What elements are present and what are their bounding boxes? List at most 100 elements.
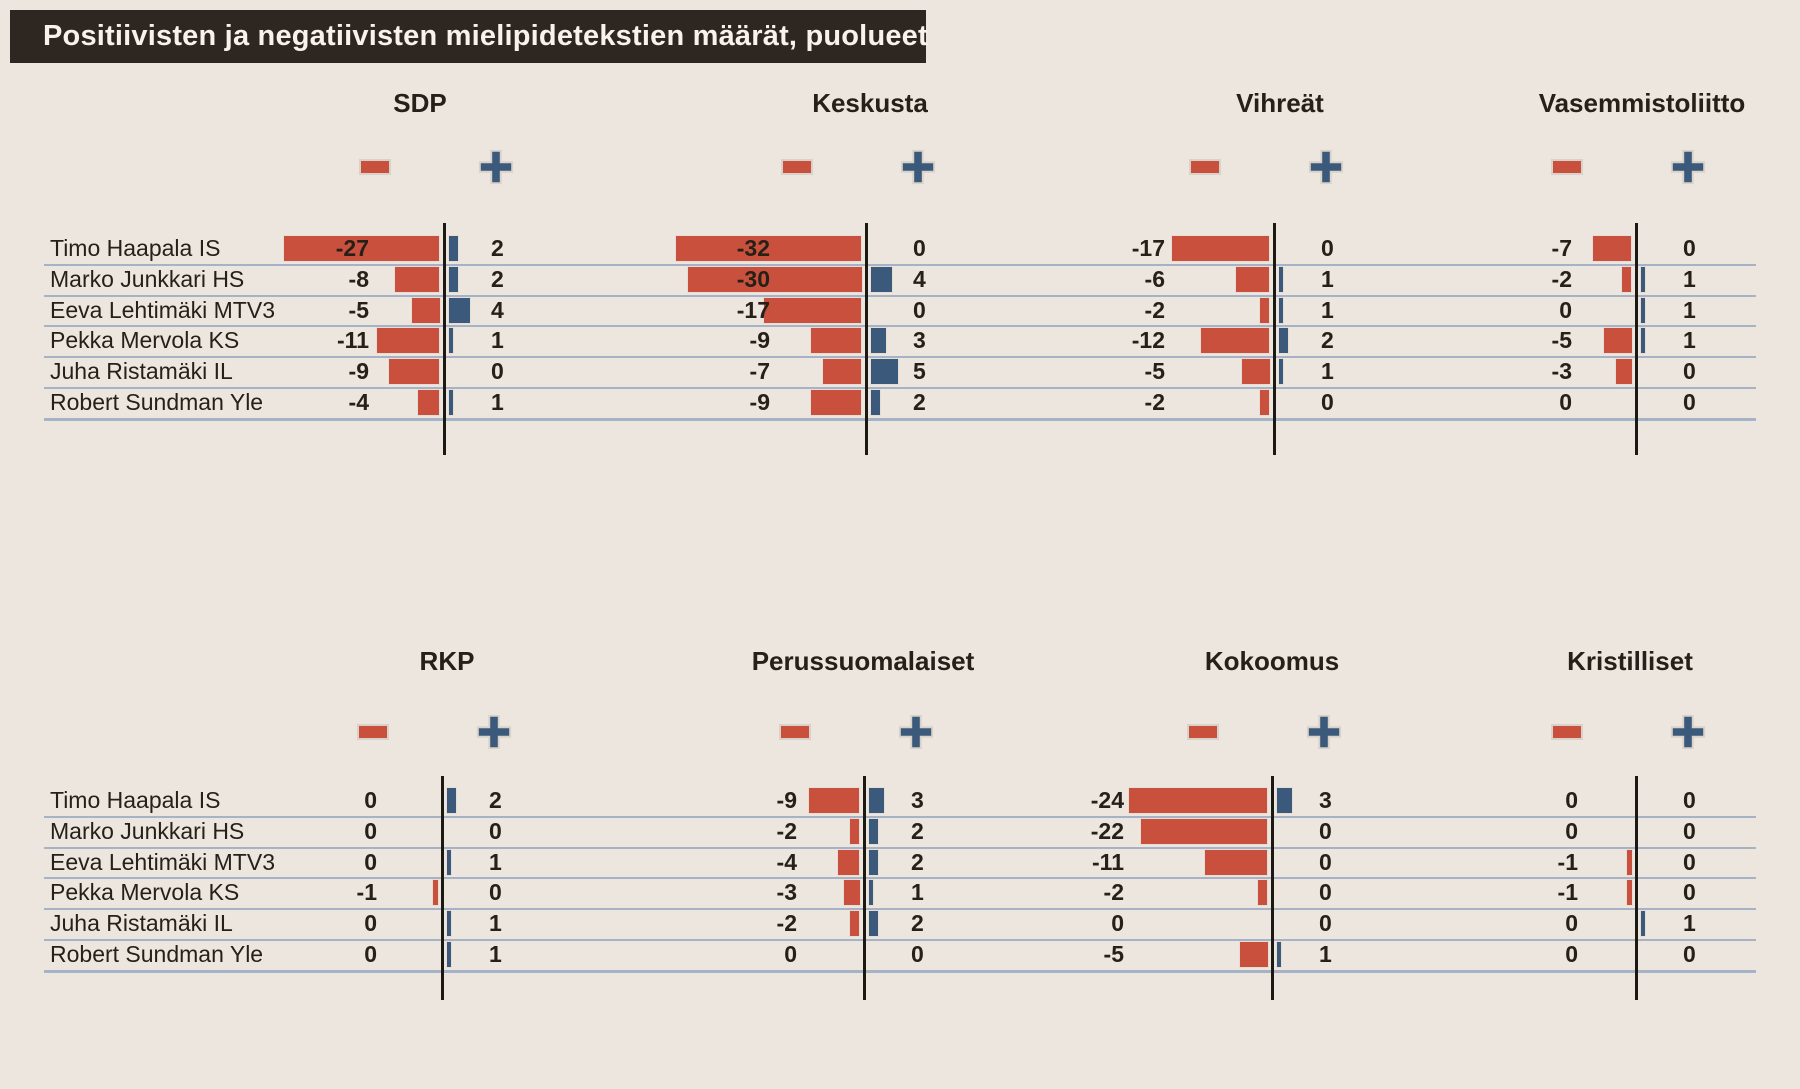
positive-bar: [1275, 941, 1282, 968]
negative-value-label: -2: [1144, 389, 1165, 415]
positive-value-label: 0: [1319, 817, 1332, 844]
negative-bar: [1241, 358, 1271, 386]
journalist-label: Eeva Lehtimäki MTV3: [50, 296, 275, 323]
negative-bar: [411, 296, 441, 324]
gridline: [44, 846, 1756, 849]
negative-value-label: -2: [1103, 879, 1124, 906]
gridline: [44, 877, 1756, 880]
negative-bar: [387, 358, 441, 386]
journalist-label: Robert Sundman Yle: [50, 389, 264, 415]
minus-icon: [781, 159, 813, 175]
party-title: Keskusta: [812, 88, 928, 118]
positive-value-label: 0: [1683, 235, 1696, 261]
negative-value-label: -5: [348, 296, 369, 323]
negative-bar: [1626, 879, 1633, 907]
positive-value-label: 1: [1321, 296, 1334, 323]
negative-value-label: 0: [784, 941, 797, 967]
negative-bar: [837, 848, 861, 876]
negative-value-label: 0: [1559, 389, 1572, 415]
plus-icon: [1669, 713, 1707, 751]
positive-bar: [445, 941, 452, 968]
positive-value-label: 2: [911, 817, 924, 844]
positive-value-label: 1: [491, 389, 504, 415]
positive-value-label: 3: [1319, 787, 1332, 813]
negative-value-label: -4: [776, 848, 797, 875]
negative-value-label: -2: [1551, 265, 1572, 292]
positive-bar: [867, 787, 885, 814]
positive-bar: [869, 358, 899, 386]
minus-icon: [779, 724, 811, 740]
negative-value-label: -2: [776, 910, 797, 937]
negative-bar: [1603, 327, 1633, 355]
negative-bar: [1139, 817, 1269, 845]
negative-bar: [809, 327, 863, 355]
positive-value-label: 1: [1321, 265, 1334, 292]
positive-value-label: 0: [489, 879, 502, 906]
negative-bar: [843, 879, 861, 907]
negative-value-label: 0: [364, 910, 377, 937]
party-title: RKP: [419, 646, 475, 676]
negative-bar: [1239, 941, 1269, 968]
negative-value-label: -9: [348, 358, 369, 385]
negative-value-label: -24: [1090, 787, 1124, 813]
positive-bar: [447, 327, 454, 355]
negative-bar: [1171, 235, 1271, 262]
positive-bar: [1639, 327, 1646, 355]
journalist-label: Timo Haapala IS: [50, 235, 221, 261]
positive-bar: [869, 265, 893, 293]
minus-icon: [1551, 159, 1583, 175]
negative-value-label: -5: [1144, 358, 1165, 385]
negative-value-label: -17: [736, 296, 770, 323]
positive-value-label: 1: [1683, 296, 1696, 323]
negative-bar: [1258, 389, 1271, 416]
negative-value-label: -17: [1131, 235, 1165, 261]
positive-bar: [447, 389, 454, 416]
journalist-label: Juha Ristamäki IL: [50, 358, 233, 385]
positive-value-label: 3: [911, 787, 924, 813]
negative-bar: [821, 358, 863, 386]
axis-line: [1634, 776, 1638, 1000]
negative-bar: [1591, 235, 1633, 262]
minus-icon: [1187, 724, 1219, 740]
positive-value-label: 0: [1319, 848, 1332, 875]
negative-bar: [848, 817, 861, 845]
negative-bar: [763, 296, 863, 324]
gridline: [44, 815, 1756, 818]
positive-value-label: 0: [1683, 941, 1696, 967]
journalist-label: Timo Haapala IS: [50, 787, 221, 813]
plus-icon: [1669, 148, 1707, 186]
positive-value-label: 1: [489, 910, 502, 937]
negative-value-label: -4: [348, 389, 369, 415]
plus-icon: [897, 713, 935, 751]
negative-value-label: -3: [1551, 358, 1572, 385]
positive-bar: [445, 787, 458, 814]
negative-bar: [848, 910, 861, 938]
axis-line: [440, 776, 444, 1000]
minus-icon: [1551, 724, 1583, 740]
positive-value-label: 0: [1321, 235, 1334, 261]
positive-value-label: 4: [491, 296, 504, 323]
negative-value-label: 0: [1565, 941, 1578, 967]
party-title: Vasemmistoliitto: [1538, 88, 1746, 118]
gridline: [44, 908, 1756, 911]
journalist-label: Robert Sundman Yle: [50, 941, 264, 967]
positive-value-label: 1: [1683, 910, 1696, 937]
negative-bar: [675, 235, 863, 262]
positive-value-label: 1: [1683, 265, 1696, 292]
axis-line: [442, 223, 446, 455]
negative-value-label: 0: [364, 817, 377, 844]
negative-value-label: -1: [1557, 879, 1578, 906]
negative-bar: [809, 389, 863, 416]
negative-bar: [1615, 358, 1633, 386]
gridline: [44, 939, 1756, 941]
negative-bar: [432, 879, 439, 907]
positive-value-label: 0: [1319, 910, 1332, 937]
positive-bar: [1275, 787, 1293, 814]
negative-value-label: -1: [1557, 848, 1578, 875]
negative-value-label: -7: [749, 358, 770, 385]
negative-value-label: 0: [1565, 910, 1578, 937]
positive-value-label: 2: [911, 848, 924, 875]
negative-value-label: -9: [749, 327, 770, 354]
positive-value-label: 1: [489, 941, 502, 967]
negative-value-label: -12: [1131, 327, 1165, 354]
